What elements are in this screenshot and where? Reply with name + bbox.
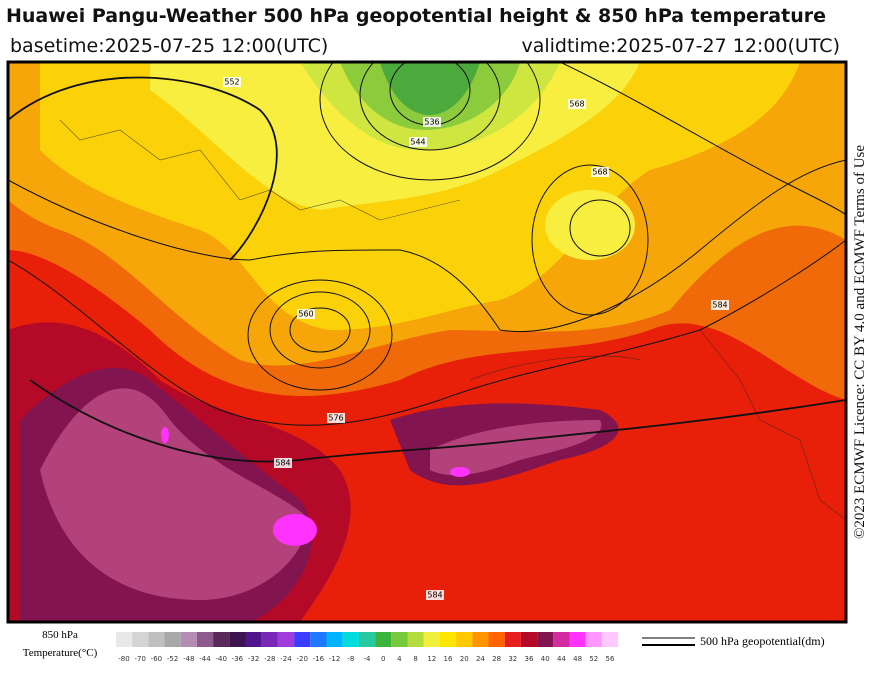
colorbar-tick-label: -32 xyxy=(248,655,259,663)
colorbar-swatch xyxy=(456,632,473,647)
contour-label: 584 xyxy=(275,459,290,468)
map-frame xyxy=(6,60,848,624)
colorbar-swatch xyxy=(326,632,343,647)
colorbar-tick-label: -16 xyxy=(313,655,325,663)
colorbar-label: Temperature(°C) xyxy=(23,647,98,659)
colorbar-tick-label: 56 xyxy=(606,655,615,663)
colorbar-swatch xyxy=(520,632,538,647)
contour-label-bg xyxy=(223,77,241,87)
colorbar-swatch xyxy=(294,632,311,647)
contour-label: 536 xyxy=(424,118,439,127)
colorbar-tick-label: -80 xyxy=(118,655,129,663)
colorbar-tick-label: -24 xyxy=(280,655,292,663)
contour-label: 584 xyxy=(427,591,442,600)
colorbar-tick-label: 20 xyxy=(460,655,469,663)
colorbar-swatch xyxy=(488,632,505,647)
colorbar-swatch xyxy=(196,632,214,647)
colorbar-tick-label: -28 xyxy=(264,655,275,663)
colorbar-tick-label: 16 xyxy=(444,655,453,663)
colorbar-tick-label: 24 xyxy=(476,655,485,663)
colorbar-tick-label: 40 xyxy=(541,655,550,663)
colorbar-swatch xyxy=(407,632,424,647)
colorbar-swatch xyxy=(148,632,165,647)
colorbar-tick-label: -4 xyxy=(364,655,372,663)
colorbar-tick-label: -20 xyxy=(296,655,307,663)
contour-label-bg xyxy=(591,167,609,177)
colorbar-swatch xyxy=(391,632,408,647)
colorbar-tick-label: 48 xyxy=(573,655,582,663)
colorbar-swatch xyxy=(423,632,440,647)
colorbar-tick-label: 0 xyxy=(381,655,385,663)
colorbar-tick-label: -8 xyxy=(347,655,354,663)
legend-label: 500 hPa geopotential(dm) xyxy=(700,634,825,648)
colorbar-tick-label: 12 xyxy=(427,655,436,663)
license: ©2023 ECMWF Licence: CC BY 4.0 and ECMWF… xyxy=(852,145,868,539)
colorbar-tick-label: -12 xyxy=(329,655,340,663)
colorbar-swatch xyxy=(537,632,554,647)
contour-label-bg xyxy=(426,590,444,600)
contour-label-bg xyxy=(409,137,427,147)
contour-label-bg xyxy=(711,300,729,310)
colorbar-swatch xyxy=(245,632,262,647)
map xyxy=(8,62,846,622)
basetime: basetime:2025-07-25 12:00(UTC) xyxy=(10,35,328,57)
colorbar-swatch xyxy=(504,632,521,647)
colorbar-swatch xyxy=(213,632,230,647)
colorbar-tick-label: -70 xyxy=(134,655,145,663)
contour-label-bg xyxy=(327,413,345,423)
contour-label: 568 xyxy=(592,168,607,177)
colorbar-swatch xyxy=(585,632,602,647)
title: Huawei Pangu-Weather 500 hPa geopotentia… xyxy=(6,5,826,27)
colorbar-tick-label: 8 xyxy=(413,655,417,663)
colorbar-swatch xyxy=(180,632,197,647)
colorbar-swatch xyxy=(601,632,619,647)
colorbar-tick-label: -52 xyxy=(167,655,178,663)
colorbar-tick-label: -44 xyxy=(199,655,211,663)
contour-label: 584 xyxy=(712,301,727,310)
colorbar-tick-label: 28 xyxy=(492,655,501,663)
colorbar-swatch xyxy=(439,632,457,647)
colorbar-tick-label: 4 xyxy=(397,655,402,663)
colorbar-tick-label: -40 xyxy=(215,655,226,663)
validtime: validtime:2025-07-27 12:00(UTC) xyxy=(521,35,840,57)
colorbar-swatch xyxy=(261,632,278,647)
colorbar-swatch xyxy=(342,632,359,647)
colorbar-tick-label: 44 xyxy=(557,655,566,663)
colorbar-tick-label: 52 xyxy=(589,655,598,663)
contour-label: 576 xyxy=(328,414,343,423)
colorbar-swatch xyxy=(472,632,489,647)
contour-label-bg xyxy=(423,117,441,127)
colorbar-tick-label: -60 xyxy=(151,655,162,663)
contour-label-bg xyxy=(274,458,292,468)
colorbar-swatch xyxy=(569,632,586,647)
contour-label: 560 xyxy=(298,310,313,319)
colorbar-swatch xyxy=(358,632,376,647)
contour-label: 568 xyxy=(569,100,584,109)
colorbar-swatch xyxy=(229,632,246,647)
colorbar-swatch xyxy=(132,632,149,647)
colorbar-swatch xyxy=(164,632,181,647)
contour-label-bg xyxy=(568,99,586,109)
colorbar-swatch xyxy=(277,632,295,647)
colorbar-tick-label: 36 xyxy=(525,655,534,663)
colorbar-swatch xyxy=(553,632,570,647)
contour-label: 552 xyxy=(224,78,239,87)
contour-label-bg xyxy=(297,309,315,319)
colorbar-swatch xyxy=(310,632,327,647)
contour-label: 544 xyxy=(410,138,425,147)
colorbar-tick-label: 32 xyxy=(508,655,517,663)
colorbar-tick-label: -48 xyxy=(183,655,194,663)
colorbar-tick-label: -36 xyxy=(232,655,244,663)
colorbar-label: 850 hPa xyxy=(42,629,78,641)
colorbar-swatch xyxy=(375,632,392,647)
colorbar-swatch xyxy=(115,632,133,647)
